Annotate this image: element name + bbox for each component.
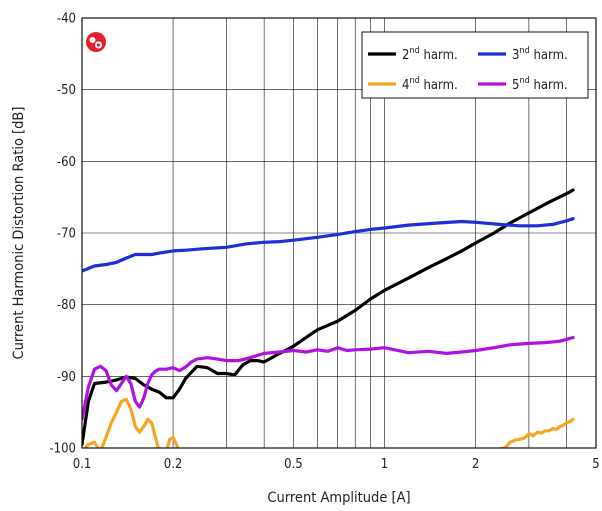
legend-entry: 4nd harm. <box>368 76 458 93</box>
series-line-5nd-harm <box>82 336 575 421</box>
legend-box <box>361 31 589 99</box>
x-tick-label: 1 <box>381 457 388 472</box>
y-tick-label: -60 <box>57 155 76 170</box>
legend-entry: 2nd harm. <box>368 46 458 63</box>
y-tick-label: -50 <box>57 83 76 98</box>
legend-label: 4nd harm. <box>402 76 458 93</box>
legend-label: 5nd harm. <box>512 76 568 93</box>
x-tick-label: 2 <box>472 457 479 472</box>
x-tick-label: 0.5 <box>284 457 303 472</box>
y-tick-label: -80 <box>57 298 76 313</box>
tick-labels: 0.1 0.2 0.5 1 2 5 -100 -90 -80 -70 -60 -50 -40 <box>49 12 599 473</box>
series-line-4nd-harm <box>165 435 180 448</box>
x-axis-title: Current Amplitude [A] <box>267 490 410 506</box>
y-tick-label: -90 <box>57 370 76 385</box>
series-line-4nd-harm <box>496 417 575 448</box>
y-tick-label: -100 <box>49 442 76 457</box>
legend: 2nd harm. 3nd harm. 4nd harm. 5nd harm. <box>361 31 589 99</box>
y-tick-label: -70 <box>57 227 76 242</box>
series-line-2nd-harm <box>82 188 575 446</box>
x-tick-label: 0.1 <box>73 457 92 472</box>
series-line-4nd-harm <box>83 397 160 448</box>
legend-entry: 5nd harm. <box>478 76 568 93</box>
legend-entry: 3nd harm. <box>478 46 568 63</box>
x-tick-label: 0.2 <box>164 457 183 472</box>
series-layer <box>82 188 575 448</box>
legend-label: 3nd harm. <box>512 46 568 63</box>
series-line-3nd-harm <box>82 217 575 273</box>
y-tick-label: -40 <box>57 12 76 27</box>
logo-icon <box>86 32 106 52</box>
x-tick-label: 5 <box>592 457 599 472</box>
y-axis-title: Current Harmonic Distortion Ratio [dB] <box>11 107 27 360</box>
plot-frame <box>81 17 597 449</box>
legend-label: 2nd harm. <box>402 46 458 63</box>
